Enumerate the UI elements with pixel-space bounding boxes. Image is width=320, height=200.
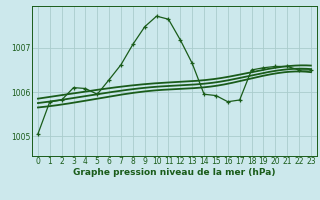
X-axis label: Graphe pression niveau de la mer (hPa): Graphe pression niveau de la mer (hPa) bbox=[73, 168, 276, 177]
